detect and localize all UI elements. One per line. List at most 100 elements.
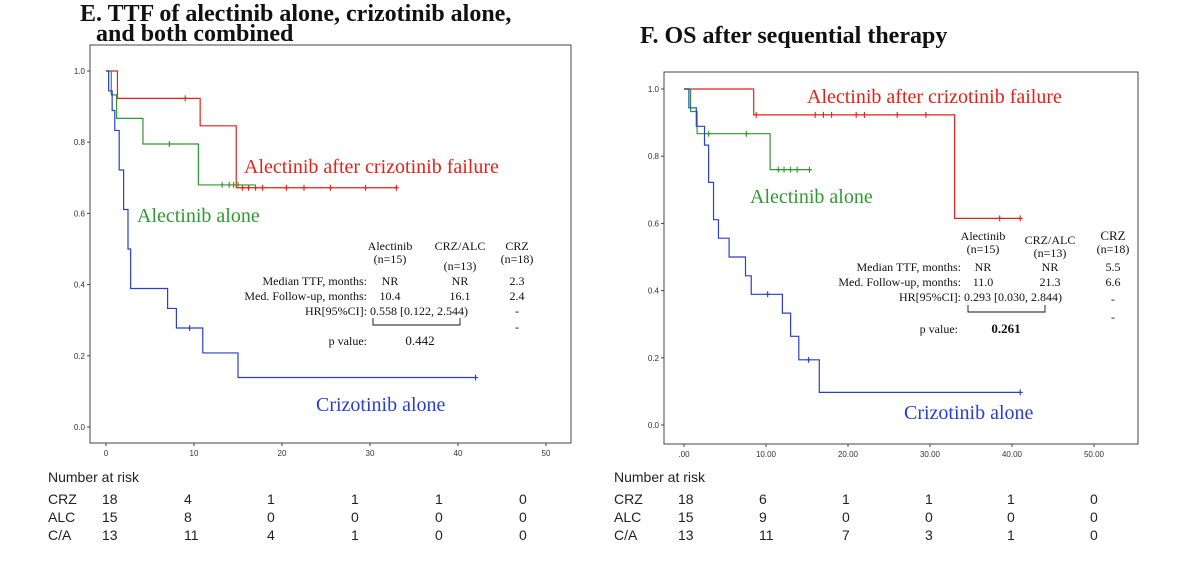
- stats-row-median-a: NR: [382, 274, 399, 288]
- stats-row-median-b: NR: [452, 274, 469, 288]
- risk-value: 11: [759, 527, 774, 543]
- risk-value: 0: [435, 509, 443, 525]
- stats-pvalue: 0.442: [405, 333, 434, 348]
- censor-mark: [706, 130, 712, 137]
- stats-row-followup-b: 21.3: [1040, 275, 1061, 289]
- risk-value: 4: [184, 491, 192, 507]
- censor-mark: [788, 166, 794, 173]
- censor-mark: [473, 374, 479, 381]
- km-curve-crizotinib-alone: [106, 70, 476, 379]
- stats-col-alectinib: Alectinib: [961, 229, 1006, 243]
- label-alectinib-after-crizotinib: Alectinib after crizotinib failure: [807, 86, 1062, 108]
- risk-row-label: C/A: [48, 527, 72, 543]
- y-tick-label: 0.4: [74, 281, 86, 290]
- stats-row-median-c: 2.3: [510, 274, 525, 288]
- censor-mark: [923, 111, 929, 118]
- censor-mark: [997, 215, 1003, 222]
- x-tick-label: .00: [678, 450, 690, 459]
- bracket: [967, 305, 1046, 313]
- stats-pvalue: 0.261: [991, 321, 1020, 336]
- risk-value: 3: [925, 527, 933, 543]
- censor-mark: [806, 356, 812, 363]
- risk-value: 8: [184, 509, 192, 525]
- risk-value: 15: [102, 509, 118, 525]
- stats-pvalue-label: p value:: [329, 334, 367, 348]
- risk-value: 1: [267, 491, 275, 507]
- stats-col-crz-alc-n: (n=13): [1034, 246, 1067, 260]
- censor-mark: [753, 111, 759, 118]
- censor-mark: [301, 184, 307, 191]
- label-alectinib-alone: Alectinib alone: [750, 186, 873, 208]
- risk-value: 0: [1090, 509, 1098, 525]
- risk-value: 1: [842, 491, 850, 507]
- x-tick-label: 50: [542, 449, 551, 458]
- x-tick-label: 10: [190, 449, 199, 458]
- risk-value: 0: [842, 509, 850, 525]
- y-tick-label: 0.2: [74, 352, 86, 361]
- stats-row-hr-c: -: [1111, 292, 1115, 306]
- y-tick-label: 0.8: [74, 138, 86, 147]
- risk-value: 1: [351, 527, 359, 543]
- y-tick-label: 1.0: [74, 67, 86, 76]
- x-tick-label: 10.00: [756, 450, 777, 459]
- x-tick-label: 0: [104, 449, 109, 458]
- censor-mark: [239, 184, 245, 191]
- y-tick-label: 0.6: [74, 209, 86, 218]
- risk-value: 1: [435, 491, 443, 507]
- x-tick-label: 40: [454, 449, 463, 458]
- risk-value: 1: [1007, 491, 1015, 507]
- stats-col-alectinib: Alectinib: [368, 239, 413, 253]
- censor-mark: [219, 181, 225, 188]
- label-alectinib-alone: Alectinib alone: [137, 205, 260, 227]
- risk-value: 9: [759, 509, 767, 525]
- panel-f-title-line1: F. OS after sequential therapy: [640, 23, 948, 49]
- censor-mark: [765, 291, 771, 298]
- x-tick-label: 50.00: [1084, 450, 1105, 459]
- stats-row-followup-label: Med. Follow-up, months:: [838, 275, 961, 289]
- risk-row-label: C/A: [614, 527, 638, 543]
- risk-value: 18: [678, 491, 694, 507]
- risk-value: 0: [1090, 491, 1098, 507]
- censor-mark: [820, 111, 826, 118]
- y-tick-label: 0.4: [648, 287, 660, 296]
- stats-col-crz-n: (n=18): [501, 252, 534, 266]
- censor-mark: [231, 181, 237, 188]
- stats-row-followup-c: 2.4: [510, 289, 525, 303]
- stats-row-median-label: Median TTF, months:: [263, 274, 367, 288]
- stats-extra-dash: -: [1111, 310, 1115, 324]
- stats-row-followup-b: 16.1: [450, 289, 471, 303]
- censor-mark: [806, 166, 812, 173]
- risk-title-f: Number at risk: [614, 469, 706, 485]
- stats-table: Alectinib (n=15) CRZ/ALC (n=13) CRZ (n=1…: [244, 239, 533, 348]
- risk-value: 1: [1007, 527, 1015, 543]
- panel-e-title: E. TTF of alectinib alone, crizotinib al…: [80, 2, 511, 46]
- y-tick-label: 0.8: [648, 152, 660, 161]
- y-tick-label: 0.0: [74, 423, 86, 432]
- stats-row-followup-a: 11.0: [973, 275, 994, 289]
- y-tick-label: 0.0: [648, 421, 660, 430]
- censor-mark: [781, 166, 787, 173]
- risk-title-e: Number at risk: [48, 469, 140, 485]
- risk-value: 6: [759, 491, 767, 507]
- censor-mark: [1017, 389, 1023, 396]
- censor-mark: [246, 184, 252, 191]
- x-tick-label: 40.00: [1002, 450, 1023, 459]
- bracket: [372, 318, 461, 326]
- x-tick-label: 30.00: [920, 450, 941, 459]
- panel-f-km-plot: 0.0 0.2 0.4 0.6 0.8 1.0 .00 10.00 20.00 30.00 40.0…: [648, 71, 1139, 459]
- risk-value: 1: [351, 491, 359, 507]
- y-tick-label: 1.0: [648, 85, 660, 94]
- stats-col-alectinib-n: (n=15): [374, 252, 407, 266]
- censor-mark: [861, 111, 867, 118]
- stats-row-median-c: 5.5: [1106, 260, 1121, 274]
- censor-mark: [283, 184, 289, 191]
- risk-row-label: CRZ: [48, 491, 77, 507]
- stats-row-hr-c: -: [515, 304, 519, 318]
- censor-mark: [363, 184, 369, 191]
- risk-value: 0: [267, 509, 275, 525]
- risk-value: 11: [184, 527, 199, 543]
- risk-value: 0: [519, 491, 527, 507]
- stats-row-hr-value: 0.558 [0.122, 2.544): [370, 304, 468, 318]
- x-tick-label: 20: [278, 449, 287, 458]
- risk-value: 15: [678, 509, 694, 525]
